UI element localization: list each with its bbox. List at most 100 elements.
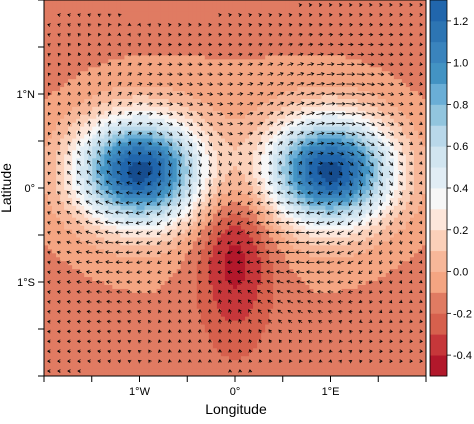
contour-cell <box>184 166 190 171</box>
contour-cell <box>164 296 170 302</box>
contour-cell <box>68 0 73 5</box>
contour-cell <box>140 213 146 219</box>
contour-cell <box>156 186 162 191</box>
contour-cell <box>160 182 166 187</box>
contour-cell <box>144 27 150 33</box>
contour-cell <box>64 186 69 191</box>
contour-cell <box>245 368 250 373</box>
contour-cell <box>60 261 65 266</box>
contour-cell <box>112 98 117 104</box>
contour-cell <box>100 118 105 124</box>
contour-cell <box>208 336 214 341</box>
contour-cell <box>152 63 158 68</box>
contour-cell <box>212 336 218 341</box>
contour-cell <box>212 130 218 136</box>
contour-cell <box>253 126 258 132</box>
contour-cell <box>60 31 65 37</box>
contour-cell <box>237 114 242 120</box>
contour-cell <box>48 59 53 64</box>
contour-cell <box>204 356 210 361</box>
contour-cell <box>52 15 57 21</box>
contour-cell <box>88 205 93 211</box>
contour-cell <box>180 3 186 9</box>
contour-cell <box>152 102 158 108</box>
contour-cell <box>220 265 226 270</box>
contour-cell <box>232 178 238 183</box>
contour-cell <box>180 118 186 124</box>
contour-cell <box>72 288 77 294</box>
contour-cell <box>60 126 65 132</box>
contour-cell <box>148 336 154 341</box>
contour-cell <box>144 348 150 353</box>
contour-cell <box>108 7 113 13</box>
contour-cell <box>56 281 61 286</box>
contour-cell <box>132 245 138 250</box>
contour-cell <box>148 284 154 290</box>
contour-cell <box>172 245 178 250</box>
contour-cell <box>176 324 182 330</box>
contour-cell <box>52 122 57 128</box>
contour-cell <box>80 59 85 64</box>
contour-cell <box>192 59 198 64</box>
contour-cell <box>140 233 146 239</box>
contour-cell <box>208 277 214 282</box>
contour-cell <box>92 217 97 223</box>
contour-cell <box>160 83 166 88</box>
contour-cell <box>176 15 182 21</box>
contour-cell <box>220 162 226 167</box>
contour-cell <box>172 197 178 203</box>
contour-cell <box>253 55 258 60</box>
contour-cell <box>180 75 186 80</box>
contour-cell <box>76 166 81 171</box>
contour-cell <box>116 364 121 369</box>
contour-cell <box>245 98 250 104</box>
contour-cell <box>188 344 194 349</box>
contour-cell <box>164 182 170 187</box>
contour-cell <box>196 209 202 215</box>
contour-cell <box>148 320 154 326</box>
contour-cell <box>44 138 49 144</box>
contour-cell <box>204 31 210 37</box>
contour-cell <box>164 75 170 80</box>
contour-cell <box>208 138 214 144</box>
contour-cell <box>184 19 190 25</box>
contour-cell <box>132 186 138 191</box>
contour-cell <box>176 209 182 215</box>
contour-cell <box>120 364 126 369</box>
contour-cell <box>100 71 105 76</box>
contour-cell <box>60 193 65 199</box>
contour-cell <box>164 11 170 17</box>
contour-cell <box>96 253 101 258</box>
contour-cell <box>88 372 93 376</box>
contour-cell <box>245 67 250 72</box>
contour-cell <box>144 273 150 278</box>
contour-cell <box>52 35 57 41</box>
contour-cell <box>136 79 142 84</box>
contour-cell <box>100 63 105 68</box>
contour-cell <box>124 83 130 88</box>
contour-cell <box>64 59 69 64</box>
contour-cell <box>132 3 138 9</box>
contour-cell <box>232 253 238 258</box>
contour-cell <box>64 31 69 37</box>
contour-cell <box>120 304 126 310</box>
contour-cell <box>64 110 69 116</box>
contour-cell <box>120 229 126 235</box>
contour-cell <box>56 332 61 338</box>
contour-cell <box>44 336 49 341</box>
contour-cell <box>92 261 97 266</box>
contour-cell <box>112 170 117 175</box>
contour-cell <box>196 237 202 243</box>
contour-cell <box>132 178 138 183</box>
contour-cell <box>60 300 65 306</box>
contour-cell <box>212 174 218 179</box>
contour-cell <box>72 265 77 270</box>
contour-cell <box>92 98 97 104</box>
contour-cell <box>237 83 242 88</box>
contour-cell <box>88 340 93 345</box>
contour-cell <box>92 348 97 353</box>
contour-cell <box>156 83 162 88</box>
contour-cell <box>152 134 158 140</box>
contour-cell <box>241 122 246 128</box>
